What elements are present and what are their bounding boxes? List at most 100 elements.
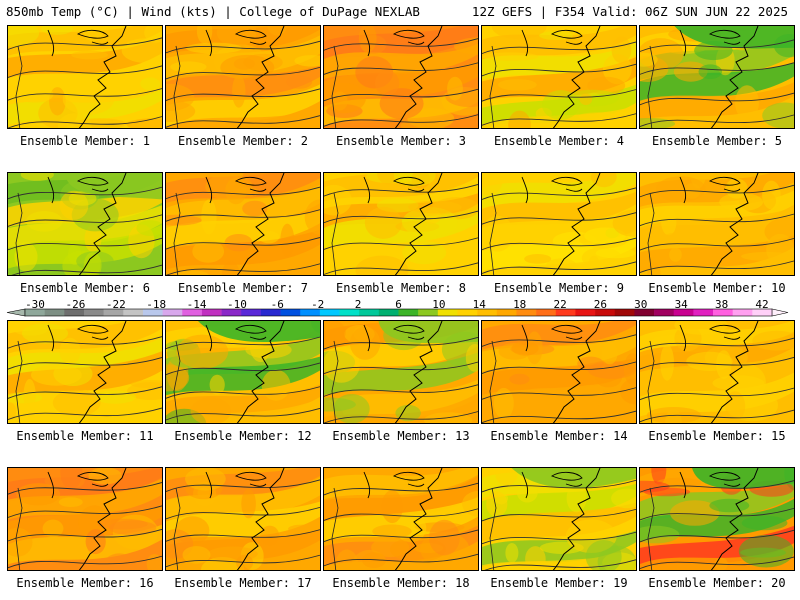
temperature-field	[8, 26, 162, 128]
ensemble-member-map	[323, 320, 479, 424]
temperature-field	[8, 321, 162, 423]
ensemble-member-map	[7, 320, 163, 424]
color-bar-tick-label: -14	[187, 300, 207, 311]
temperature-field	[324, 26, 478, 128]
temperature-field	[640, 321, 794, 423]
temperature-field	[482, 468, 636, 570]
ensemble-member-map	[165, 25, 321, 129]
color-bar-tick-label: 30	[634, 300, 647, 311]
temperature-field	[324, 321, 478, 423]
color-bar-swatch	[595, 309, 616, 316]
color-bar-swatch	[477, 309, 498, 316]
ensemble-member-map	[7, 25, 163, 129]
ensemble-member-label: Ensemble Member: 3	[335, 134, 467, 148]
color-bar-swatch	[300, 309, 321, 316]
ensemble-member-label: Ensemble Member: 18	[332, 576, 470, 590]
ensemble-member-map	[481, 25, 637, 129]
temperature-field	[324, 468, 478, 570]
color-bar-swatch	[319, 309, 340, 316]
map-header-right: 12Z GEFS | F354 Valid: 06Z SUN JUN 22 20…	[471, 4, 788, 19]
color-bar-tick-label: 6	[395, 300, 402, 311]
ensemble-member-label: Ensemble Member: 17	[174, 576, 312, 590]
color-bar-swatch	[457, 309, 478, 316]
color-bar-swatch	[142, 309, 163, 316]
ensemble-member-map	[481, 172, 637, 276]
temperature-field	[482, 26, 636, 128]
ensemble-member-label: Ensemble Member: 8	[335, 281, 467, 295]
temperature-field	[166, 26, 320, 128]
color-bar-tick-label: -10	[227, 300, 247, 311]
color-bar-swatch	[378, 309, 399, 316]
color-bar-swatch	[25, 309, 45, 316]
ensemble-member-label: Ensemble Member: 15	[648, 429, 786, 443]
color-bar-swatch	[221, 309, 242, 316]
color-bar-swatch	[201, 309, 222, 316]
ensemble-member-label: Ensemble Member: 11	[16, 429, 154, 443]
ensemble-member-map	[165, 320, 321, 424]
ensemble-member-label: Ensemble Member: 7	[177, 281, 309, 295]
color-bar-tick-label: 18	[513, 300, 526, 311]
temperature-field	[166, 321, 320, 423]
color-bar-tick-label: 14	[473, 300, 487, 311]
ensemble-member-label: Ensemble Member: 2	[177, 134, 309, 148]
color-bar-tick-label: -18	[146, 300, 166, 311]
ensemble-member-label: Ensemble Member: 13	[332, 429, 470, 443]
color-bar-swatch	[673, 309, 694, 316]
temperature-field	[166, 173, 320, 275]
color-bar-swatch	[516, 309, 537, 316]
ensemble-member-map	[165, 172, 321, 276]
ensemble-member-label: Ensemble Member: 14	[490, 429, 628, 443]
temperature-field	[324, 173, 478, 275]
ensemble-member-map	[323, 467, 479, 571]
color-bar-swatch	[437, 309, 458, 316]
temperature-field	[482, 173, 636, 275]
color-bar-swatch	[64, 309, 85, 316]
ensemble-member-map	[639, 25, 795, 129]
ensemble-member-label: Ensemble Member: 16	[16, 576, 154, 590]
color-bar-swatch	[555, 309, 576, 316]
color-bar-swatch	[241, 309, 262, 316]
temperature-field	[8, 173, 162, 275]
temperature-color-bar: -30 -26 -22 -18 -14 -10 -6 -2 2 6 10 14 18 22 26 30 34 38…	[6, 300, 789, 317]
color-bar-tick-label: -30	[25, 300, 45, 311]
color-bar-swatch	[575, 309, 596, 316]
color-bar-swatch	[732, 309, 753, 316]
color-bar-swatch	[83, 309, 104, 316]
temperature-field	[8, 468, 162, 570]
color-bar-tick-label: -22	[106, 300, 126, 311]
color-bar-swatch	[44, 309, 65, 316]
ensemble-member-map	[639, 320, 795, 424]
temperature-field	[640, 26, 794, 128]
color-bar-swatch	[359, 309, 380, 316]
color-bar-swatch	[634, 309, 655, 316]
ensemble-member-map	[165, 467, 321, 571]
ensemble-member-map	[481, 467, 637, 571]
color-bar-tick-label: 10	[432, 300, 445, 311]
color-bar-swatch	[339, 309, 360, 316]
color-bar-swatch	[654, 309, 675, 316]
ensemble-member-map	[481, 320, 637, 424]
ensemble-member-map	[323, 172, 479, 276]
map-header-left: 850mb Temp (°C) | Wind (kts) | College o…	[6, 4, 420, 19]
ensemble-member-label: Ensemble Member: 9	[493, 281, 625, 295]
color-bar-tick-label: -26	[65, 300, 85, 311]
color-bar-swatch	[280, 309, 301, 316]
ensemble-member-map	[323, 25, 479, 129]
temperature-field	[166, 468, 320, 570]
color-bar-tick-label: -2	[311, 300, 324, 311]
color-bar-swatch	[103, 309, 124, 316]
color-bar-swatch	[260, 309, 281, 316]
ensemble-member-label: Ensemble Member: 19	[490, 576, 628, 590]
temperature-field	[482, 321, 636, 423]
ensemble-member-label: Ensemble Member: 12	[174, 429, 312, 443]
color-bar-swatch	[536, 309, 557, 316]
color-bar-tick-label: 22	[553, 300, 566, 311]
temperature-field	[640, 173, 794, 275]
color-bar-swatch	[182, 309, 203, 316]
ensemble-member-map	[639, 172, 795, 276]
color-bar-tick-label: 42	[755, 300, 768, 311]
ensemble-member-label: Ensemble Member: 1	[19, 134, 151, 148]
color-bar-tick-label: -6	[271, 300, 284, 311]
ensemble-member-label: Ensemble Member: 10	[648, 281, 786, 295]
color-bar-tick-label: 38	[715, 300, 728, 311]
